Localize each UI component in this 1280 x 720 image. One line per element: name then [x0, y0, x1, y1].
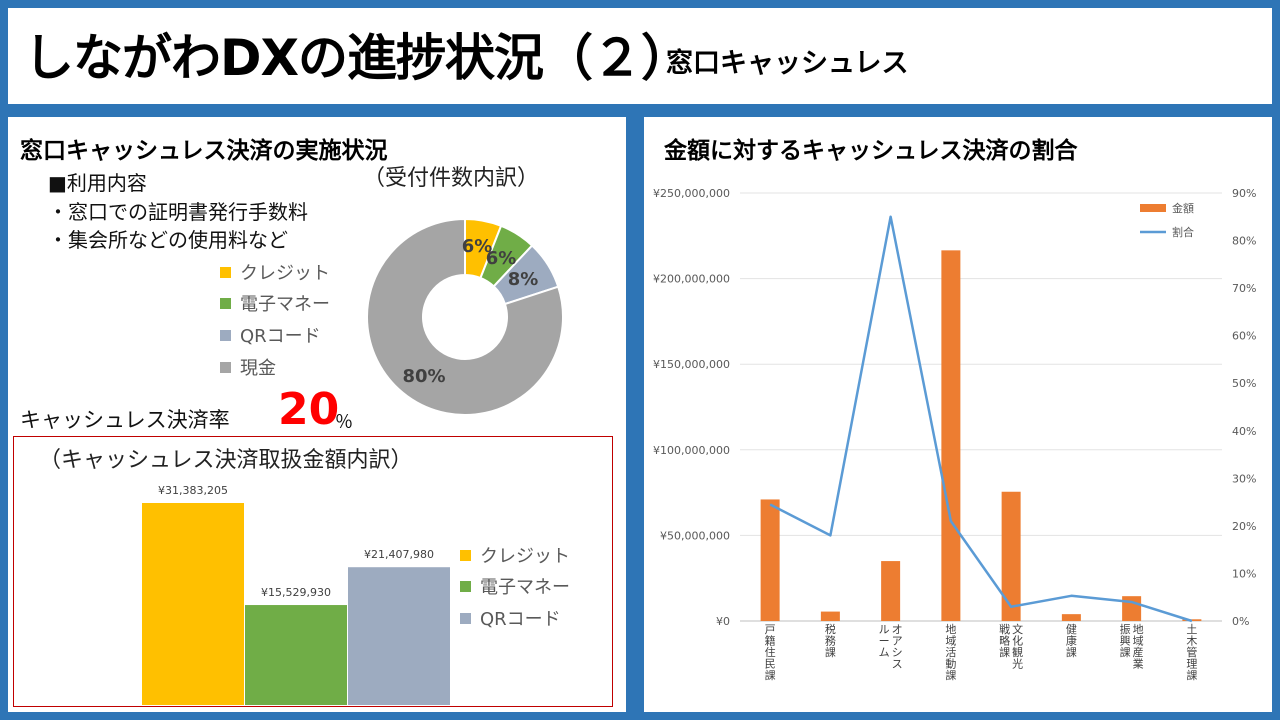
y-left-tick-label: ¥150,000,000 [653, 358, 730, 371]
y-left-tick-label: ¥50,000,000 [660, 529, 730, 542]
y-left-tick-label: ¥200,000,000 [653, 273, 730, 286]
rate-value: 20 [278, 384, 340, 435]
dept-bar-4 [941, 250, 961, 622]
usage-item-fees: ・窓口での証明書発行手数料 [48, 200, 308, 224]
pie-legend-qr: QRコード [220, 322, 321, 348]
pie-data-label: 6% [462, 236, 493, 257]
bar-legend-credit: クレジット [460, 542, 570, 568]
pie-legend-cash: 現金 [220, 354, 276, 380]
y-right-tick-label: 70% [1232, 282, 1256, 295]
amount-bar-3 [348, 567, 450, 705]
legend-swatch [220, 266, 231, 278]
amount-bar-label: ¥15,529,930 [261, 586, 331, 599]
dept-bar-2 [820, 611, 840, 621]
pie-legend-emoney: 電子マネー [220, 290, 330, 316]
y-right-tick-label: 60% [1232, 330, 1256, 343]
legend-swatch [460, 612, 471, 624]
usage-item-facilities: ・集会所などの使用料など [48, 228, 288, 252]
left-panel: 窓口キャッシュレス決済の実施状況 （受付件数内訳） ■利用内容 ・窓口での証明書… [8, 117, 626, 712]
y-right-tick-label: 50% [1232, 377, 1256, 390]
pie-slice-4 [366, 217, 564, 416]
page-title: しながわDXの進捗状況（２） [24, 29, 691, 87]
legend-swatch-amount [1140, 204, 1166, 212]
y-right-tick-label: 30% [1232, 472, 1256, 485]
rate-label: キャッシュレス決済率 [20, 408, 230, 432]
left-heading: 窓口キャッシュレス決済の実施状況 [20, 138, 388, 164]
x-category-label: 健康課 [1066, 623, 1077, 659]
rate-unit: ％ [335, 412, 353, 433]
amount-bar-label: ¥31,383,205 [158, 484, 228, 497]
x-category-label: 地域活動課 [945, 623, 956, 682]
amount-breakdown-box: （キャッシュレス決済取扱金額内訳） ¥31,383,205 ¥15,529,930… [13, 436, 613, 707]
pie-data-label: 8% [508, 269, 539, 290]
y-right-tick-label: 90% [1232, 187, 1256, 200]
legend-swatch [220, 297, 231, 309]
bar-legend-qr: QRコード [460, 605, 561, 631]
y-right-tick-label: 0% [1232, 615, 1249, 628]
legend-swatch [220, 329, 231, 341]
legend-swatch [220, 361, 231, 373]
y-right-tick-label: 80% [1232, 235, 1256, 248]
x-category-label: 戸籍住民課 [765, 623, 776, 682]
x-category-label: 振興課 [1120, 622, 1131, 659]
donut-chart: 6%6%8%80% [366, 217, 564, 416]
y-left-tick-label: ¥250,000,000 [653, 187, 730, 200]
x-category-label: 地域産業 [1133, 623, 1144, 671]
bar-caption: （キャッシュレス決済取扱金額内訳） [39, 448, 413, 473]
right-heading: 金額に対するキャッシュレス決済の割合 [664, 138, 1078, 164]
legend-label: クレジット [240, 263, 330, 284]
legend-label: クレジット [480, 546, 570, 567]
legend-swatch [460, 580, 471, 592]
x-category-label: 文化観光 [1012, 622, 1023, 671]
legend-label: 電子マネー [240, 294, 330, 315]
right-panel: 金額に対するキャッシュレス決済の割合 ¥0 ¥50,000,000 ¥100,000… [644, 117, 1272, 712]
amount-bar-chart: ¥31,383,205 ¥15,529,930 ¥21,407,980 [142, 484, 450, 705]
y-left-tick-label: ¥0 [716, 615, 730, 628]
amount-bar-1 [142, 503, 244, 705]
dept-bar-5 [1001, 491, 1021, 621]
legend-label-ratio: 割合 [1172, 225, 1194, 239]
pie-legend-credit: クレジット [220, 259, 330, 285]
amount-bar-label: ¥21,407,980 [364, 548, 434, 561]
usage-title: ■利用内容 [48, 171, 147, 195]
x-category-label: ルーム [879, 623, 890, 659]
y-right-tick-label: 40% [1232, 425, 1256, 438]
x-category-label: 税務課 [825, 622, 836, 659]
bar-legend-emoney: 電子マネー [460, 573, 570, 599]
legend-label: QRコード [480, 609, 561, 630]
y-right-tick-label: 10% [1232, 567, 1256, 580]
title-banner: しながわDXの進捗状況（２） 窓口キャッシュレス [8, 8, 1272, 104]
x-category-label: 土木管理課 [1186, 623, 1197, 682]
department-combo-chart: ¥0 ¥50,000,000 ¥100,000,000 ¥150,000,000 ¥20… [653, 187, 1256, 682]
pie-caption: （受付件数内訳） [363, 166, 540, 191]
x-category-label: 戦略課 [999, 623, 1010, 659]
legend-swatch [460, 549, 471, 561]
x-category-label: オアシス [892, 623, 903, 671]
legend-label-amount: 金額 [1172, 201, 1194, 215]
page-subtitle: 窓口キャッシュレス [666, 48, 909, 79]
y-right-tick-label: 20% [1232, 520, 1256, 533]
legend-label: 電子マネー [480, 577, 570, 598]
dept-bar-3 [881, 561, 901, 621]
legend-label: QRコード [240, 326, 321, 347]
y-left-tick-label: ¥100,000,000 [653, 444, 730, 457]
pie-data-label: 80% [402, 366, 445, 387]
dept-bar-1 [760, 499, 780, 621]
dept-bar-6 [1061, 614, 1081, 621]
dept-bar-7 [1122, 596, 1142, 621]
legend-label: 現金 [240, 358, 276, 379]
amount-bar-2 [245, 605, 347, 705]
pie-data-label: 6% [486, 248, 517, 269]
ratio-line [769, 215, 1193, 623]
